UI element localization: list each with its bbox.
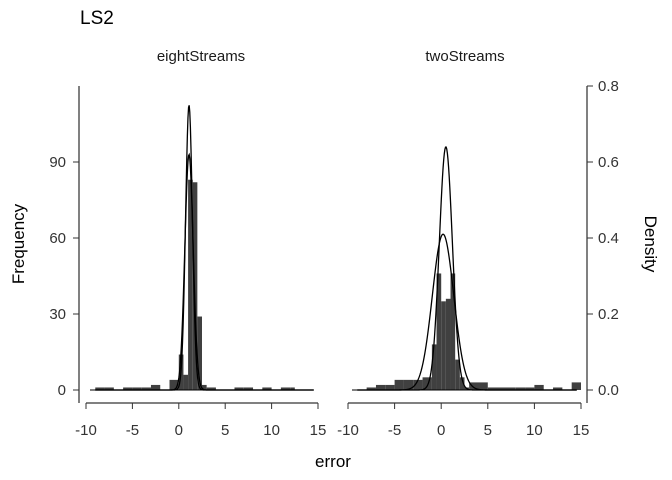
x-ticks-twoStreams: -10 -5 0 5 10 15 bbox=[337, 403, 589, 439]
histogram-bar bbox=[290, 387, 295, 390]
x-tick-label: -5 bbox=[126, 422, 139, 439]
y-tick-label: 90 bbox=[49, 154, 66, 171]
histogram-bar bbox=[192, 182, 198, 390]
y-tick-label: 30 bbox=[49, 306, 66, 323]
histogram-bar bbox=[141, 387, 151, 390]
y2-tick-label: 0.0 bbox=[598, 382, 619, 399]
x-tick-label: 5 bbox=[484, 422, 492, 439]
histogram-bar bbox=[445, 298, 451, 390]
density-curves-twoStreams bbox=[352, 146, 577, 391]
plot-title: LS2 bbox=[80, 8, 114, 29]
histogram-bar bbox=[431, 344, 437, 390]
density-curve bbox=[357, 233, 577, 391]
panel-twoStreams: twoStreams -10 -5 0 5 10 15 0.0 0.2 0.4 0.6 0.8 bbox=[337, 48, 619, 439]
histogram-bar bbox=[441, 301, 446, 390]
y2-tick-label: 0.2 bbox=[598, 306, 619, 323]
histogram-bar bbox=[150, 384, 161, 390]
y-ticks-left: 0 30 60 90 bbox=[49, 154, 79, 399]
histogram-bar bbox=[403, 379, 414, 390]
histogram-bar bbox=[436, 273, 442, 390]
histogram-bar bbox=[206, 387, 216, 390]
histogram-bar bbox=[455, 359, 460, 390]
y-tick-label: 0 bbox=[58, 382, 66, 399]
histogram-bar bbox=[197, 316, 202, 390]
y2-axis-title: Density bbox=[641, 216, 660, 273]
x-tick-label: 15 bbox=[573, 422, 590, 439]
histogram-bar bbox=[385, 384, 395, 390]
histogram-bar bbox=[366, 387, 376, 390]
histogram-bar bbox=[553, 387, 563, 390]
histogram-bar bbox=[450, 273, 456, 390]
x-ticks-eightStreams: -10 -5 0 5 10 15 bbox=[75, 403, 326, 439]
histogram-bar bbox=[132, 387, 142, 390]
histogram-bar bbox=[104, 387, 114, 390]
y2-tick-label: 0.6 bbox=[598, 154, 619, 171]
x-tick-label: 5 bbox=[221, 422, 229, 439]
histogram-bar bbox=[169, 379, 179, 390]
x-axis-title: error bbox=[315, 452, 351, 471]
histogram-bar bbox=[123, 387, 133, 390]
x-tick-label: -10 bbox=[75, 422, 97, 439]
x-tick-label: 10 bbox=[526, 422, 543, 439]
strip-label-twoStreams: twoStreams bbox=[425, 48, 504, 65]
histogram-bar bbox=[262, 387, 272, 390]
panel-eightStreams: eightStreams -10 -5 0 5 10 15 0 30 60 90 bbox=[49, 48, 326, 439]
x-tick-label: 0 bbox=[175, 422, 183, 439]
histogram-bar bbox=[534, 384, 544, 390]
density-curve bbox=[95, 105, 314, 391]
histogram-bar bbox=[525, 387, 535, 390]
histogram-bar bbox=[202, 384, 207, 390]
x-tick-label: -10 bbox=[337, 422, 359, 439]
x-tick-label: 10 bbox=[263, 422, 280, 439]
x-tick-label: 15 bbox=[310, 422, 327, 439]
y-tick-label: 60 bbox=[49, 230, 66, 247]
histogram-bars-twoStreams bbox=[366, 273, 581, 390]
density-curve bbox=[95, 152, 314, 391]
histogram-bar bbox=[487, 387, 516, 390]
density-curves-eightStreams bbox=[90, 105, 314, 391]
x-tick-label: 0 bbox=[437, 422, 445, 439]
histogram-bar bbox=[280, 387, 291, 390]
histogram-bar bbox=[394, 379, 404, 390]
y-ticks-right: 0.0 0.2 0.4 0.6 0.8 bbox=[587, 78, 619, 399]
histogram-bar bbox=[469, 382, 488, 390]
histogram-bars-eightStreams bbox=[95, 179, 295, 390]
y-axis-title: Frequency bbox=[9, 203, 28, 284]
histogram-bar bbox=[188, 179, 193, 390]
histogram-bar bbox=[243, 387, 254, 390]
histogram-bar bbox=[571, 382, 581, 390]
strip-label-eightStreams: eightStreams bbox=[157, 48, 245, 65]
histogram-bar bbox=[183, 374, 189, 390]
histogram-bar bbox=[234, 387, 244, 390]
y2-tick-label: 0.8 bbox=[598, 78, 619, 95]
x-tick-label: -5 bbox=[388, 422, 401, 439]
histogram-bar bbox=[515, 387, 526, 390]
histogram-bar bbox=[422, 377, 432, 390]
histogram-bar bbox=[413, 379, 423, 390]
density-curve bbox=[357, 146, 577, 391]
y2-tick-label: 0.4 bbox=[598, 230, 619, 247]
histogram-bar bbox=[375, 384, 386, 390]
histogram-bar bbox=[95, 387, 105, 390]
histogram-bar bbox=[459, 377, 465, 390]
